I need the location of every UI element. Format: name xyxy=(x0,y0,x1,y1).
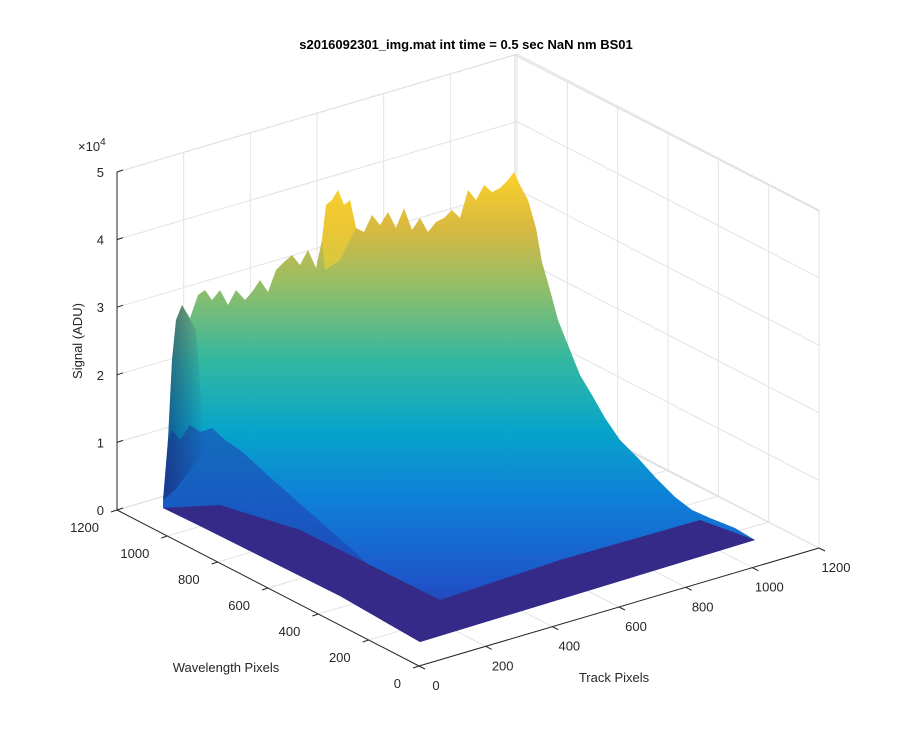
surface-floor xyxy=(163,505,755,642)
x-tick-3 xyxy=(618,606,626,611)
z-axis-ticks: 0 1 2 3 4 5 xyxy=(97,165,124,518)
z-tick-2 xyxy=(116,372,124,376)
x-tick-label-4: 800 xyxy=(692,599,714,614)
y-tick-label-2: 400 xyxy=(279,624,301,639)
z-tick-label-0: 0 xyxy=(97,503,104,518)
z-tick-label-1: 1 xyxy=(97,435,104,450)
y-axis-label: Wavelength Pixels xyxy=(173,660,280,675)
z-grid-right-4 xyxy=(516,121,820,279)
x-tick-2 xyxy=(552,626,559,631)
y-tick-1 xyxy=(362,639,369,643)
z-exponent-label: ×104 xyxy=(78,137,106,154)
surface-ridge-highlight xyxy=(322,190,356,270)
z-tick-4 xyxy=(116,237,124,241)
chart-title: s2016092301_img.mat int time = 0.5 sec N… xyxy=(299,37,633,52)
y-tick-6 xyxy=(110,509,118,513)
z-exponent-base: ×10 xyxy=(78,139,100,154)
y-tick-label-6: 1200 xyxy=(70,520,99,535)
x-tick-label-1: 200 xyxy=(492,658,514,673)
y-axis-ticks: 0 200 400 600 800 1000 1200 xyxy=(70,509,420,691)
z-exponent-power: 4 xyxy=(100,137,106,148)
y-tick-4 xyxy=(211,561,218,565)
z-grid-back-4 xyxy=(116,121,518,241)
x-tick-0 xyxy=(418,665,426,670)
x-tick-5 xyxy=(752,567,759,572)
y-tick-0 xyxy=(412,665,420,669)
z-grid-right-5 xyxy=(516,53,820,211)
x-tick-1 xyxy=(485,645,492,650)
y-tick-5 xyxy=(161,535,168,539)
y-tick-label-1: 200 xyxy=(329,650,351,665)
z-tick-5 xyxy=(116,169,124,173)
y-tick-label-5: 1000 xyxy=(120,546,149,561)
z-tick-3 xyxy=(116,304,124,308)
y-tick-2 xyxy=(312,613,319,617)
z-axis-label: Signal (ADU) xyxy=(70,303,85,379)
z-tick-label-3: 3 xyxy=(97,300,104,315)
surface-plot xyxy=(163,172,755,642)
z-grid-right-3 xyxy=(516,188,820,346)
z-tick-label-5: 5 xyxy=(97,165,104,180)
z-tick-label-2: 2 xyxy=(97,368,104,383)
x-tick-label-5: 1000 xyxy=(755,580,784,595)
x-tick-label-3: 600 xyxy=(625,619,647,634)
z-grid-back-5 xyxy=(116,53,518,173)
y-tick-label-4: 800 xyxy=(178,572,200,587)
y-tick-label-3: 600 xyxy=(228,598,250,613)
z-tick-label-4: 4 xyxy=(97,233,104,248)
z-grid-right-2 xyxy=(516,256,820,414)
x-tick-4 xyxy=(685,586,692,591)
surface-left-edge-shade xyxy=(163,305,205,500)
x-tick-label-0: 0 xyxy=(432,678,439,693)
y-tick-label-0: 0 xyxy=(394,676,401,691)
y-tick-3 xyxy=(261,587,269,591)
x-tick-label-2: 400 xyxy=(558,639,580,654)
surface-front-face xyxy=(163,172,755,642)
z-grid-back-3 xyxy=(116,188,518,308)
x-axis-label: Track Pixels xyxy=(579,670,650,685)
x-tick-label-6: 1200 xyxy=(822,560,851,575)
z-tick-0 xyxy=(116,507,124,511)
x-axis-ticks: 0 200 400 600 800 1000 1200 xyxy=(418,547,851,693)
z-tick-1 xyxy=(116,439,124,443)
x-tick-6 xyxy=(818,547,826,552)
